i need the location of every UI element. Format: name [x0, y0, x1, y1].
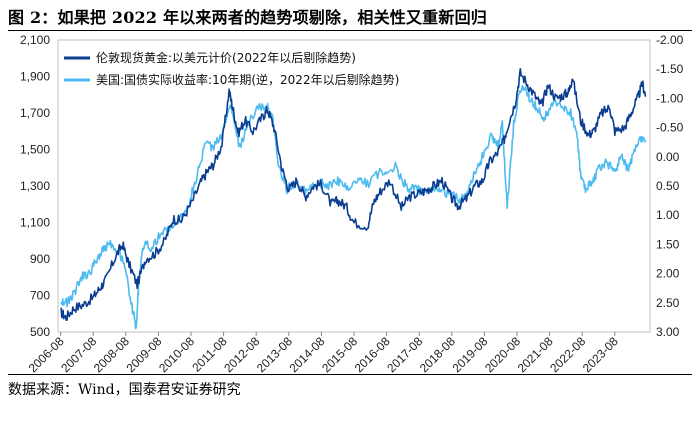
left-tick-label: 1,500	[20, 143, 50, 157]
right-tick-label: -1.50	[656, 62, 684, 76]
right-tick-label: 0.50	[656, 179, 680, 193]
left-tick-label: 1,300	[20, 179, 50, 193]
right-tick-label: 2.50	[656, 296, 680, 310]
right-tick-label: 1.00	[656, 208, 680, 222]
legend-label-real-yield: 美国:国债实际收益率:10年期(逆，2022年以后剔除趋势)	[96, 72, 399, 87]
left-tick-label: 900	[30, 252, 50, 266]
source-rule	[8, 374, 692, 375]
left-tick-label: 700	[30, 289, 50, 303]
legend: 伦敦现货黄金:以美元计价(2022年以后剔除趋势) 美国:国债实际收益率:10年…	[64, 50, 399, 87]
left-tick-label: 1,900	[20, 70, 50, 84]
right-axis-ticks: -2.00 -1.50 -1.00 -0.50 0.00 0.50 1.00 1.50 2.00…	[656, 33, 684, 339]
series-line-real-yield	[60, 85, 647, 330]
data-source-note: 数据来源：Wind，国泰君安证券研究	[8, 382, 241, 398]
left-tick-label: 500	[30, 325, 50, 339]
right-tick-label: 2.00	[656, 267, 680, 281]
right-tick-label: -0.50	[656, 121, 684, 135]
left-tick-label: 1,700	[20, 106, 50, 120]
series-line-gold	[60, 68, 647, 321]
figure-title: 图 2：如果把 2022 年以来两者的趋势项剔除，相关性又重新回归	[8, 8, 487, 27]
left-tick-label: 2,100	[20, 33, 50, 47]
legend-label-gold: 伦敦现货黄金:以美元计价(2022年以后剔除趋势)	[96, 50, 356, 65]
title-rule	[8, 30, 692, 31]
x-tick-label: 2023-08	[580, 334, 621, 375]
right-tick-label: -1.00	[656, 91, 684, 105]
left-tick-label: 1,100	[20, 216, 50, 230]
series-lines	[60, 68, 647, 330]
right-tick-label: 3.00	[656, 325, 680, 339]
right-tick-label: 0.00	[656, 150, 680, 164]
right-tick-label: -2.00	[656, 33, 684, 47]
x-tick-label: 2010-08	[156, 334, 197, 375]
left-axis-ticks: 500 700 900 1,100 1,300 1,500 1,700 1,900 2,100	[20, 33, 50, 339]
x-axis-ticks: 2006-082007-082008-082009-082010-082011-…	[26, 332, 621, 375]
right-tick-label: 1.50	[656, 237, 680, 251]
